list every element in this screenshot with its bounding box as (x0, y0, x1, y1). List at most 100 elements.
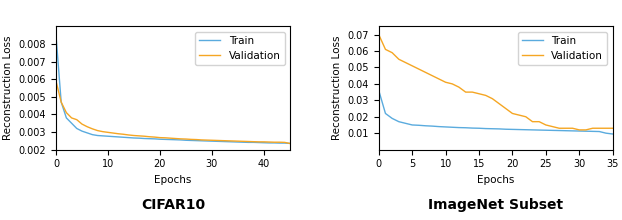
Train (104, 135, 112, 138)
Validation (475, 92, 483, 95)
Train (187, 139, 195, 142)
Validation (596, 127, 603, 130)
Train (99, 135, 106, 137)
Train (161, 138, 169, 141)
Validation (182, 138, 190, 140)
Validation (495, 102, 503, 105)
Validation (73, 118, 80, 121)
Train (114, 136, 122, 138)
Train (286, 142, 294, 145)
Train (266, 142, 273, 144)
Validation (602, 127, 610, 130)
Validation (516, 114, 523, 116)
Train (177, 139, 185, 141)
Validation (120, 133, 128, 136)
Validation (509, 112, 516, 115)
Train (156, 138, 164, 141)
Train (182, 139, 190, 142)
Train (455, 126, 463, 129)
Validation (68, 117, 75, 119)
Validation (146, 136, 153, 138)
Validation (429, 74, 436, 77)
Validation (130, 134, 137, 137)
Validation (161, 136, 169, 139)
Train (250, 141, 258, 144)
Validation (542, 124, 550, 126)
Train (244, 141, 252, 144)
Train (151, 138, 159, 140)
Validation (415, 68, 422, 70)
Train (582, 130, 590, 132)
Train (83, 132, 91, 134)
Validation (187, 138, 195, 141)
Validation (255, 141, 262, 143)
Train (509, 128, 516, 131)
Validation (94, 129, 101, 132)
Validation (218, 139, 226, 142)
Train (448, 126, 456, 128)
Validation (271, 141, 278, 143)
X-axis label: Epochs: Epochs (154, 175, 192, 185)
Train (516, 128, 523, 131)
Train (218, 140, 226, 143)
Text: CIFAR10: CIFAR10 (141, 198, 205, 212)
Validation (151, 136, 159, 138)
Train (136, 137, 143, 139)
Validation (78, 123, 86, 125)
Train (260, 141, 267, 144)
Validation (555, 127, 563, 130)
Train (415, 124, 422, 126)
Train (536, 129, 543, 131)
Validation (609, 127, 616, 130)
Validation (229, 140, 236, 142)
Train (125, 136, 132, 139)
Train (569, 130, 577, 132)
Train (522, 128, 529, 131)
Validation (388, 51, 396, 54)
Train (271, 142, 278, 144)
Validation (136, 135, 143, 137)
Validation (239, 140, 247, 143)
Train (502, 128, 509, 130)
Validation (468, 91, 476, 94)
Validation (203, 139, 210, 141)
Train (609, 133, 616, 135)
Train (429, 125, 436, 127)
Train (208, 140, 216, 143)
Train (73, 127, 80, 130)
Validation (83, 125, 91, 128)
Train (462, 126, 470, 129)
Validation (99, 130, 106, 133)
Train (468, 127, 476, 129)
Validation (63, 111, 70, 114)
Train (555, 129, 563, 132)
Train (375, 89, 383, 92)
Train (109, 135, 117, 138)
Train (68, 122, 75, 125)
Validation (489, 97, 496, 100)
Train (167, 138, 174, 141)
Validation (286, 142, 294, 145)
Train (409, 124, 416, 126)
Train (193, 139, 200, 142)
Legend: Train, Validation: Train, Validation (518, 32, 608, 65)
Validation (529, 120, 536, 123)
X-axis label: Epochs: Epochs (477, 175, 514, 185)
Train (575, 130, 583, 132)
Validation (455, 86, 463, 88)
Y-axis label: Reconstruction Loss: Reconstruction Loss (332, 36, 342, 140)
Train (57, 101, 65, 103)
Train (203, 140, 210, 142)
Train (146, 137, 153, 140)
Train (198, 139, 205, 142)
Validation (448, 82, 456, 85)
Validation (502, 107, 509, 110)
Train (529, 128, 536, 131)
Train (542, 129, 550, 132)
Validation (409, 64, 416, 67)
Validation (575, 128, 583, 131)
Train (475, 127, 483, 130)
Train (495, 128, 503, 130)
Train (213, 140, 221, 143)
Train (130, 137, 137, 139)
